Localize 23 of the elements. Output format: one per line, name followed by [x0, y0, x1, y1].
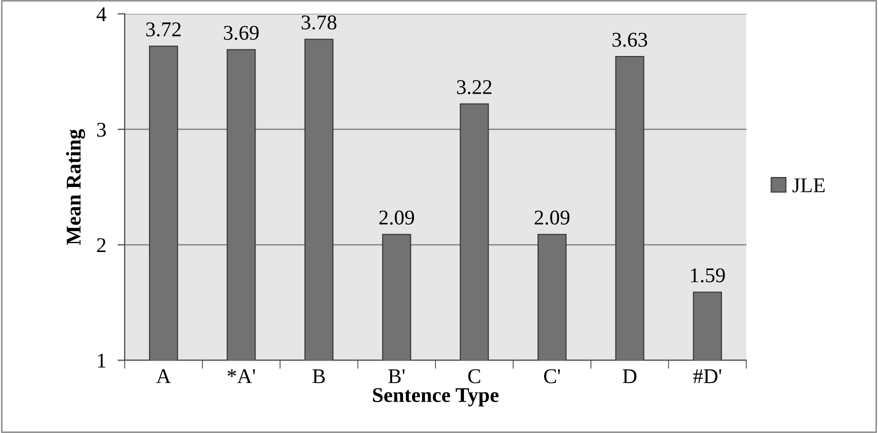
x-tick-label: B'	[388, 369, 405, 384]
y-tick-label: 2	[97, 238, 106, 252]
x-tick-label: A	[156, 369, 171, 384]
data-label: 3.63	[612, 32, 648, 47]
data-label: 3.22	[457, 80, 492, 94]
data-label: 2.09	[379, 210, 414, 225]
x-tick-label: C'	[544, 369, 560, 384]
x-axis-title: Sentence Type	[373, 388, 499, 406]
y-tick-label: 4	[96, 7, 106, 22]
y-tick-label: 3	[97, 122, 106, 137]
x-tick-label: B	[312, 369, 325, 384]
data-label: 3.78	[302, 15, 336, 30]
x-tick-label: #D'	[693, 369, 722, 384]
legend-label: JLE	[792, 178, 825, 192]
data-label: 2.09	[534, 210, 570, 225]
data-label: 3.72	[146, 22, 181, 36]
x-tick-label: C	[468, 369, 480, 384]
x-tick-label: D	[622, 369, 636, 384]
x-tick-label: *A'	[228, 369, 255, 384]
y-axis-title: Mean Rating	[66, 129, 86, 245]
data-label: 1.59	[691, 268, 725, 282]
y-tick-label: 1	[98, 354, 106, 368]
data-label: 3.69	[224, 26, 259, 40]
